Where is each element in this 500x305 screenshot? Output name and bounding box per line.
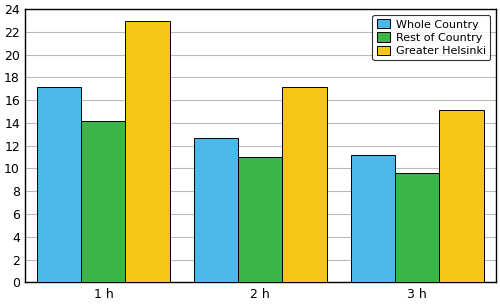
Bar: [126, 20, 170, 282]
Bar: [351, 155, 396, 282]
Bar: [396, 173, 440, 282]
Bar: [82, 121, 126, 282]
Bar: [282, 87, 327, 282]
Legend: Whole Country, Rest of Country, Greater Helsinki: Whole Country, Rest of Country, Greater …: [372, 15, 490, 60]
Bar: [37, 87, 82, 282]
Bar: [194, 138, 238, 282]
Bar: [440, 110, 484, 282]
Bar: [238, 157, 282, 282]
